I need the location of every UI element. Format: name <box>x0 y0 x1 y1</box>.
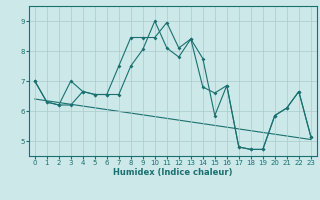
X-axis label: Humidex (Indice chaleur): Humidex (Indice chaleur) <box>113 168 233 177</box>
